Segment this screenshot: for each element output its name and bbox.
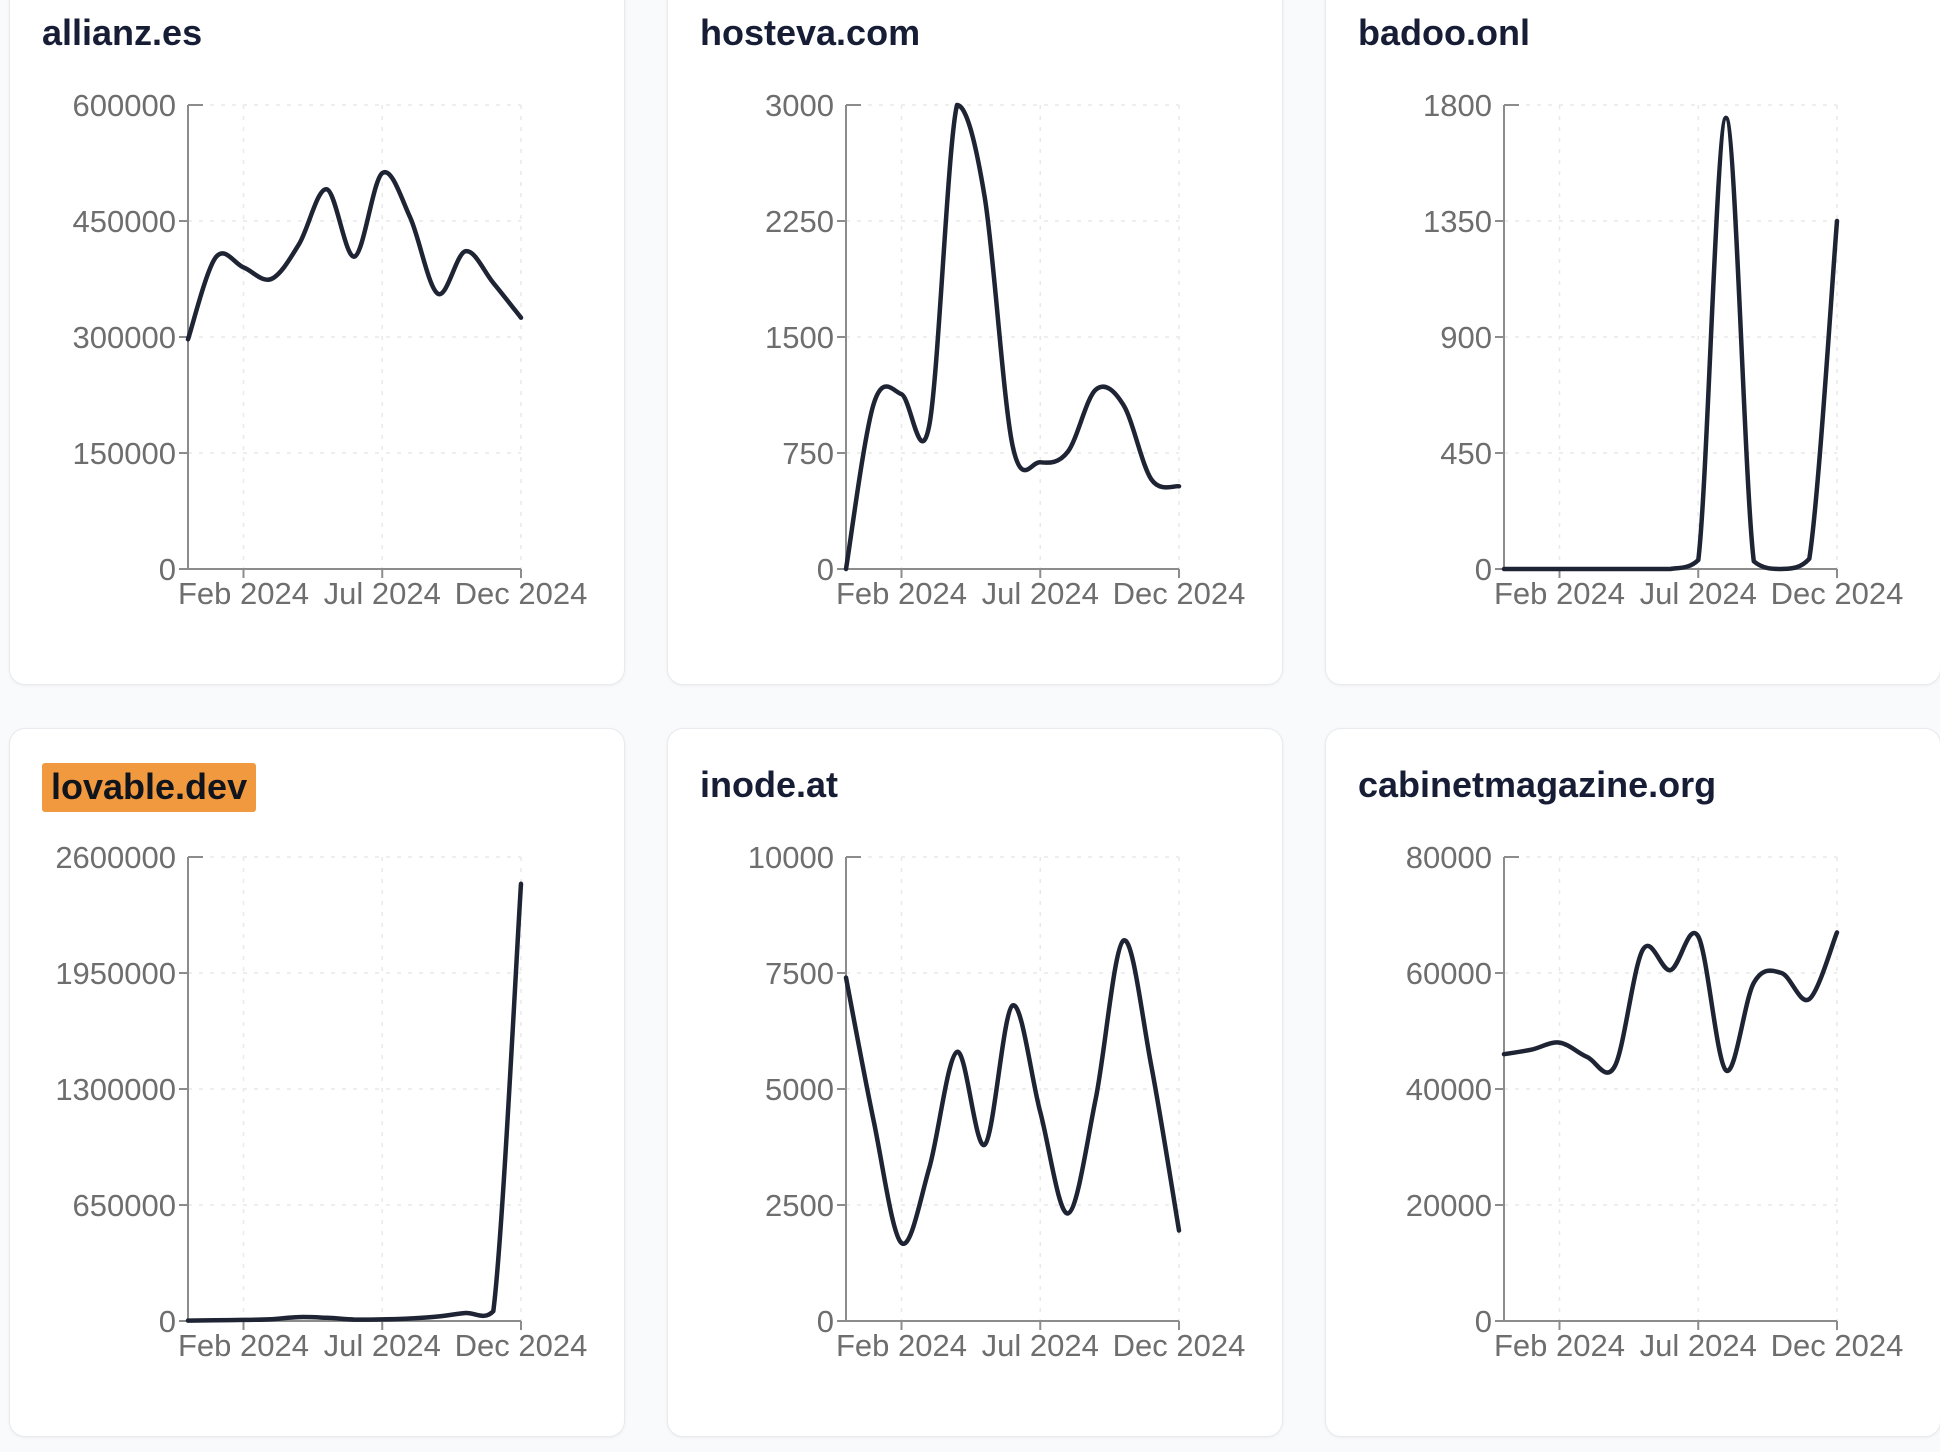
y-tick-label: 1350 <box>1423 204 1492 239</box>
chart-card: cabinetmagazine.org 0 20000 40000 60000 8000… <box>1325 728 1940 1437</box>
y-tick-label: 5000 <box>765 1072 834 1107</box>
card-title-text: allianz.es <box>42 12 203 53</box>
y-tick-label: 1950000 <box>55 956 176 991</box>
y-tick-label: 20000 <box>1406 1188 1492 1223</box>
series-line <box>843 102 1182 572</box>
x-tick-label: Jul 2024 <box>324 1328 441 1363</box>
card-title: inode.at <box>668 729 1282 807</box>
x-tick-label: Feb 2024 <box>1494 576 1625 611</box>
y-tick-label: 650000 <box>73 1188 176 1223</box>
card-title: lovable.dev <box>10 729 624 813</box>
card-title-text: lovable.dev <box>42 763 257 813</box>
series-line <box>1501 930 1840 1075</box>
chart-svg: 0 450 900 1350 1800 Feb 2024 Jul 2024 Dec 2024 <box>1423 88 1904 611</box>
y-tick-label: 0 <box>1475 552 1492 587</box>
card-title-text: hosteva.com <box>700 12 921 53</box>
x-tick-label: Dec 2024 <box>1113 576 1246 611</box>
x-tick-label: Feb 2024 <box>836 1328 967 1363</box>
y-tick-label: 0 <box>1475 1304 1492 1339</box>
line-chart: 0 650000 1300000 1950000 2600000 Feb 2024 Jul … <box>10 815 624 1419</box>
y-tick-label: 7500 <box>765 956 834 991</box>
x-tick-label: Dec 2024 <box>1771 576 1904 611</box>
chart-svg: 0 150000 300000 450000 600000 Feb 2024 Jul 202… <box>73 88 588 611</box>
x-tick-label: Jul 2024 <box>982 576 1099 611</box>
x-tick-label: Feb 2024 <box>1494 1328 1625 1363</box>
line-chart: 0 2500 5000 7500 10000 Feb 2024 Jul 2024 Dec 20… <box>668 815 1282 1419</box>
chart-card: hosteva.com 0 750 1500 2250 3000 Feb 2024 Jul … <box>667 0 1283 685</box>
card-title: hosteva.com <box>668 0 1282 55</box>
chart-card: inode.at 0 2500 5000 7500 10000 Feb 2024 Jul 2… <box>667 728 1283 1437</box>
y-tick-label: 80000 <box>1406 840 1492 875</box>
y-tick-label: 2250 <box>765 204 834 239</box>
y-tick-label: 2500 <box>765 1188 834 1223</box>
y-tick-label: 300000 <box>73 320 176 355</box>
x-tick-label: Jul 2024 <box>1640 576 1757 611</box>
y-tick-label: 0 <box>817 1304 834 1339</box>
card-title: allianz.es <box>10 0 624 55</box>
y-tick-label: 150000 <box>73 436 176 471</box>
chart-card: badoo.onl 0 450 900 1350 1800 Feb 2024 Jul 202… <box>1325 0 1940 685</box>
series-line <box>185 169 524 342</box>
y-tick-label: 450 <box>1440 436 1492 471</box>
series-line <box>843 938 1182 1246</box>
y-tick-label: 1500 <box>765 320 834 355</box>
line-chart: 0 150000 300000 450000 600000 Feb 2024 Jul 202… <box>10 63 624 667</box>
y-tick-label: 750 <box>782 436 834 471</box>
chart-svg: 0 2500 5000 7500 10000 Feb 2024 Jul 2024 Dec 20… <box>748 840 1246 1363</box>
x-tick-label: Dec 2024 <box>1771 1328 1904 1363</box>
y-tick-label: 600000 <box>73 88 176 123</box>
x-tick-label: Feb 2024 <box>836 576 967 611</box>
chart-grid: allianz.es 0 150000 300000 450000 600000 Feb … <box>9 0 1940 1437</box>
x-tick-label: Feb 2024 <box>178 1328 309 1363</box>
series-line <box>1501 115 1840 572</box>
x-tick-label: Feb 2024 <box>178 576 309 611</box>
y-tick-label: 40000 <box>1406 1072 1492 1107</box>
y-tick-label: 900 <box>1440 320 1492 355</box>
y-tick-label: 10000 <box>748 840 834 875</box>
card-title-text: inode.at <box>700 764 839 805</box>
x-tick-label: Jul 2024 <box>324 576 441 611</box>
y-tick-label: 0 <box>159 552 176 587</box>
y-tick-label: 60000 <box>1406 956 1492 991</box>
y-tick-label: 0 <box>817 552 834 587</box>
card-title: cabinetmagazine.org <box>1326 729 1940 807</box>
y-tick-label: 450000 <box>73 204 176 239</box>
x-tick-label: Dec 2024 <box>455 576 588 611</box>
line-chart: 0 20000 40000 60000 80000 Feb 2024 Jul 2024 Dec… <box>1326 815 1940 1419</box>
series-line <box>185 881 524 1323</box>
y-tick-label: 1300000 <box>55 1072 176 1107</box>
y-tick-label: 1800 <box>1423 88 1492 123</box>
card-title: badoo.onl <box>1326 0 1940 55</box>
x-tick-label: Jul 2024 <box>982 1328 1099 1363</box>
card-title-text: badoo.onl <box>1358 12 1530 53</box>
x-tick-label: Jul 2024 <box>1640 1328 1757 1363</box>
y-tick-label: 2600000 <box>55 840 176 875</box>
chart-svg: 0 750 1500 2250 3000 Feb 2024 Jul 2024 Dec 2024 <box>765 88 1246 611</box>
y-tick-label: 0 <box>159 1304 176 1339</box>
card-title-text: cabinetmagazine.org <box>1358 764 1717 805</box>
chart-card: lovable.dev 0 650000 1300000 1950000 2600000… <box>9 728 625 1437</box>
x-tick-label: Dec 2024 <box>455 1328 588 1363</box>
chart-card: allianz.es 0 150000 300000 450000 600000 Feb … <box>9 0 625 685</box>
chart-svg: 0 20000 40000 60000 80000 Feb 2024 Jul 2024 Dec… <box>1406 840 1904 1363</box>
line-chart: 0 750 1500 2250 3000 Feb 2024 Jul 2024 Dec 2024 <box>668 63 1282 667</box>
chart-svg: 0 650000 1300000 1950000 2600000 Feb 2024 Jul … <box>55 840 588 1363</box>
line-chart: 0 450 900 1350 1800 Feb 2024 Jul 2024 Dec 2024 <box>1326 63 1940 667</box>
x-tick-label: Dec 2024 <box>1113 1328 1246 1363</box>
y-tick-label: 3000 <box>765 88 834 123</box>
